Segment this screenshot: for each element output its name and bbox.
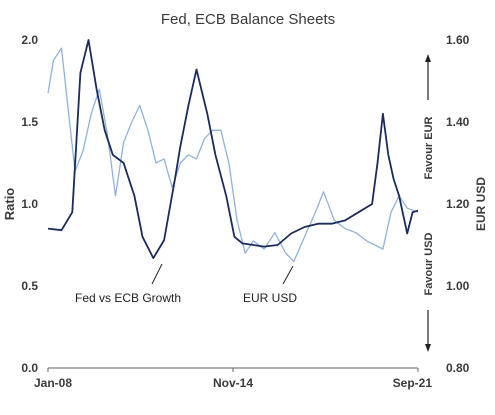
favour-eur-label: Favour EUR (423, 116, 435, 179)
y-tick-label: 2.0 (21, 33, 38, 47)
x-tick-label: Sep-21 (393, 376, 433, 390)
eur-usd-callout: EUR USD (243, 265, 297, 305)
y2-tick-label: 1.60 (446, 33, 470, 47)
x-axis-ticks: Jan-08 Nov-14 Sep-21 (34, 368, 432, 390)
y-tick-label: 0.0 (21, 361, 38, 375)
y-axis-label: Ratio (2, 188, 17, 221)
favour-usd-arrow (425, 310, 431, 352)
y2-tick-label: 1.00 (446, 279, 470, 293)
series-line-fed-ecb-ratio (47, 39, 419, 260)
chart-title: Fed, ECB Balance Sheets (161, 11, 335, 28)
fed-vs-ecb-callout: Fed vs ECB Growth (75, 263, 181, 305)
y2-axis-label: EUR USD (474, 177, 488, 231)
y-tick-label: 0.5 (21, 279, 38, 293)
y2-tick-label: 1.20 (446, 197, 470, 211)
favour-usd-label: Favour USD (423, 232, 435, 295)
y2-tick-label: 1.40 (446, 115, 470, 129)
eur-usd-label: EUR USD (243, 291, 297, 305)
x-tick-label: Jan-08 (34, 376, 72, 390)
fed-vs-ecb-label: Fed vs ECB Growth (75, 291, 181, 305)
favour-eur-arrow (425, 54, 431, 100)
x-tick-label: Nov-14 (213, 376, 253, 390)
series-line-eur-usd (47, 47, 419, 263)
y2-axis-ticks: 0.80 1.00 1.20 1.40 1.60 (446, 33, 470, 375)
y-tick-label: 1.0 (21, 197, 38, 211)
y2-tick-label: 0.80 (446, 361, 470, 375)
y-axis-ticks: 0.0 0.5 1.0 1.5 2.0 (21, 33, 38, 375)
series-lines (47, 39, 419, 263)
y-tick-label: 1.5 (21, 115, 38, 129)
